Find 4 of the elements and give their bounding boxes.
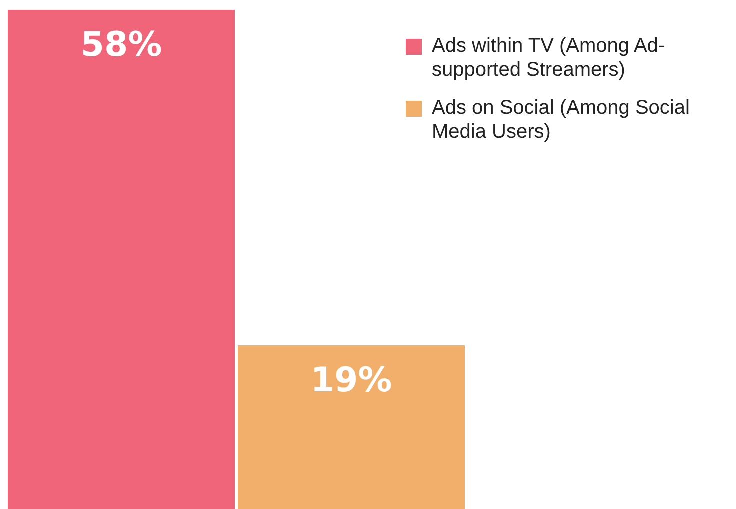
data-label: 19% [310, 360, 392, 401]
legend-label: Ads on Social (Among Social Media Users) [432, 96, 691, 144]
data-label: 58% [80, 25, 162, 65]
legend-label: Ads within TV (Among Ad-supported Streamers) [432, 34, 666, 82]
